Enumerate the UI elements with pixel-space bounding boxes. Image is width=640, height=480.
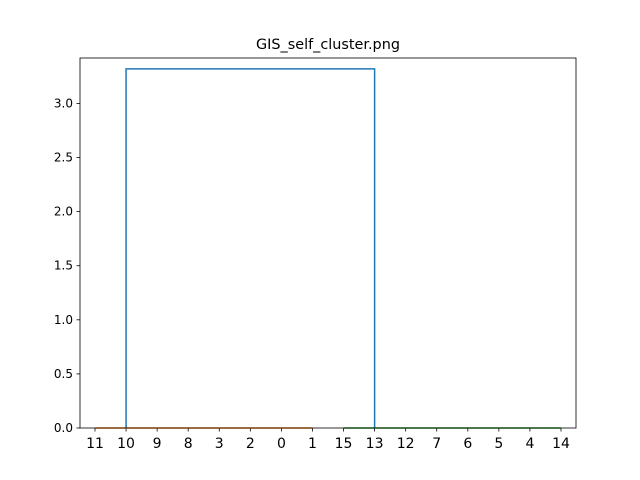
leaf-label: 0 (277, 436, 286, 452)
root-link (125, 68, 376, 428)
leaf-label: 12 (397, 436, 415, 452)
y-tick-label: 1.5 (54, 259, 73, 273)
leaf-label: 8 (184, 436, 193, 452)
leaf-label: 9 (153, 436, 162, 452)
axes-frame (79, 57, 577, 429)
leaf-label: 10 (117, 436, 135, 452)
leaf-label: 3 (215, 436, 224, 452)
leaf-label: 7 (432, 436, 441, 452)
y-tick-label: 3.0 (54, 96, 73, 110)
leaf-label: 13 (366, 436, 384, 452)
leaf-label: 4 (525, 436, 534, 452)
chart-title: GIS_self_cluster.png (256, 37, 400, 53)
y-tick-label: 0.0 (54, 421, 73, 435)
y-tick-label: 2.5 (54, 151, 73, 165)
leaf-label: 14 (552, 436, 570, 452)
leaf-label: 11 (86, 436, 104, 452)
leaf-label: 5 (494, 436, 503, 452)
leaf-label: 6 (463, 436, 472, 452)
y-tick-label: 2.0 (54, 205, 73, 219)
leaf-label: 2 (246, 436, 255, 452)
leaf-label: 15 (335, 436, 353, 452)
plot-area: 0.0 0.5 1.0 1.5 2.0 2.5 3.0 11 10 9 8 3 2 0 1 15 13 12 7 6 5… (54, 68, 570, 452)
leaf-label: 1 (308, 436, 317, 452)
y-tick-label: 1.0 (54, 313, 73, 327)
y-tick-label: 0.5 (54, 367, 73, 381)
